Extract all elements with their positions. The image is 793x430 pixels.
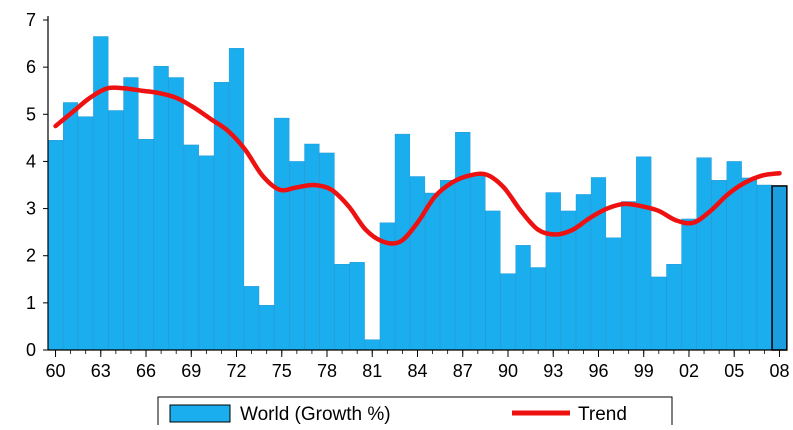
trend-line <box>53 85 782 246</box>
bar-1996 <box>590 177 607 351</box>
x-tick-label: 93 <box>543 361 563 381</box>
bar-1992 <box>530 267 546 351</box>
y-tick-label: 1 <box>26 293 36 313</box>
legend-label-world: World (Growth %) <box>240 404 391 425</box>
axes-layer: 0 1 2 3 4 5 6 7 60 63 66 69 72 75 78 81 84 87 90 93 96 99 02 05… <box>26 10 789 381</box>
bar-1963 <box>93 36 109 351</box>
bar-1986 <box>440 180 456 351</box>
bar-2003 <box>696 157 712 351</box>
x-tick-label: 08 <box>769 361 789 381</box>
bar-1966 <box>138 139 154 351</box>
y-tick-label: 2 <box>26 246 36 266</box>
x-tick-label: 63 <box>91 361 111 381</box>
y-tick-label: 0 <box>26 340 36 360</box>
legend-swatch-world <box>169 404 231 423</box>
bar-1961 <box>63 102 79 351</box>
y-tick-label: 3 <box>26 199 36 219</box>
x-tick-label: 87 <box>453 361 473 381</box>
x-tick-label: 96 <box>588 361 608 381</box>
bar-1989 <box>485 210 501 351</box>
bar-1974 <box>259 305 275 351</box>
bar-1993 <box>545 192 561 351</box>
x-tick-label: 02 <box>679 361 699 381</box>
bar-2008 <box>771 185 788 351</box>
bar-2000 <box>651 276 667 351</box>
legend: World (Growth %) Trend <box>157 396 673 428</box>
x-tick-label: 84 <box>407 361 427 381</box>
y-tick-label: 4 <box>26 151 36 171</box>
bar-1968 <box>168 77 184 351</box>
bar-2002 <box>681 218 697 351</box>
x-tick-label: 99 <box>634 361 654 381</box>
trend-layer <box>53 85 782 246</box>
x-tick-label: 69 <box>181 361 201 381</box>
bar-1962 <box>78 116 94 351</box>
bar-1977 <box>304 143 320 351</box>
bar-1991 <box>515 245 531 351</box>
x-tick-label: 72 <box>227 361 247 381</box>
bar-1964 <box>108 110 124 351</box>
x-tick-label: 75 <box>272 361 292 381</box>
bar-1979 <box>334 264 350 351</box>
bar-1967 <box>153 65 169 351</box>
bar-1970 <box>198 155 214 351</box>
bars-layer <box>47 36 788 351</box>
bar-2001 <box>666 264 682 351</box>
legend-label-trend: Trend <box>578 404 627 425</box>
bar-1987 <box>455 131 471 351</box>
bar-1984 <box>409 176 426 351</box>
bar-1988 <box>470 173 486 351</box>
y-tick-label: 6 <box>26 57 36 77</box>
bar-2007 <box>756 184 772 351</box>
x-tick-label: 90 <box>498 361 518 381</box>
bar-1990 <box>500 273 516 351</box>
x-tick-label: 78 <box>317 361 337 381</box>
bar-1997 <box>605 237 622 351</box>
y-tick-label: 5 <box>26 104 36 124</box>
x-tick-label: 05 <box>724 361 744 381</box>
bar-1960 <box>47 140 64 351</box>
bar-1975 <box>274 117 290 351</box>
bar-1972 <box>228 48 245 351</box>
x-tick-label: 81 <box>362 361 382 381</box>
x-tick-label: 66 <box>136 361 156 381</box>
bar-1978 <box>319 152 335 351</box>
bar-1998 <box>621 201 637 351</box>
bar-1985 <box>424 192 441 351</box>
bar-1981 <box>364 339 380 351</box>
bar-1980 <box>349 262 365 351</box>
bar-1999 <box>636 156 652 351</box>
y-tick-label: 7 <box>26 10 36 30</box>
x-tick-label: 60 <box>46 361 66 381</box>
bar-1973 <box>244 286 260 351</box>
bar-2006 <box>741 177 757 351</box>
bar-1965 <box>123 77 139 351</box>
bar-1969 <box>183 144 199 351</box>
legend-box <box>157 396 673 428</box>
